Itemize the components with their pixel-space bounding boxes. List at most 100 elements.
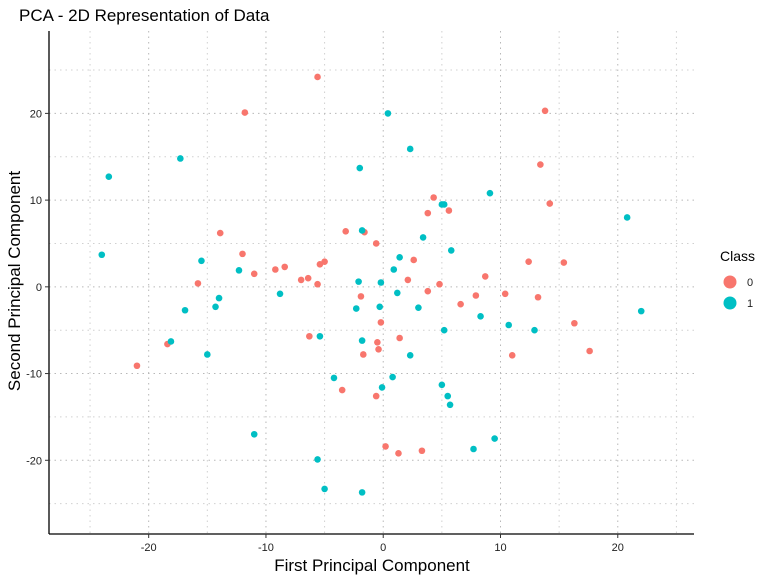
legend-title: Class	[720, 248, 755, 264]
data-point-class-1	[390, 266, 398, 273]
data-point-class-1	[358, 489, 366, 496]
data-point-class-1	[105, 173, 113, 180]
data-point-class-1	[355, 278, 362, 285]
data-point-class-0	[541, 107, 549, 115]
data-point-class-0	[424, 209, 432, 217]
data-point-class-1	[377, 279, 385, 286]
data-point-class-1	[505, 321, 513, 329]
data-point-class-1	[394, 289, 401, 297]
data-point-class-1	[389, 373, 396, 381]
chart-title: PCA - 2D Representation of Data	[19, 6, 270, 25]
data-point-class-1	[447, 247, 455, 254]
data-point-class-1	[419, 234, 427, 241]
data-point-class-0	[404, 276, 412, 284]
data-point-class-1	[438, 381, 446, 389]
data-point-class-1	[470, 445, 477, 453]
data-point-class-0	[281, 263, 289, 271]
data-point-class-1	[181, 306, 189, 314]
data-point-class-1	[358, 337, 366, 344]
axes	[48, 31, 694, 535]
data-point-class-0	[316, 260, 324, 268]
data-point-class-0	[338, 386, 346, 394]
y-tick-label: 20	[30, 108, 42, 120]
data-point-class-1	[406, 352, 414, 359]
data-point-class-0	[481, 273, 489, 280]
data-point-class-1	[637, 307, 645, 315]
data-point-class-0	[586, 347, 593, 355]
data-point-class-0	[239, 250, 246, 258]
data-point-class-1	[198, 257, 205, 265]
data-point-class-0	[396, 334, 403, 342]
data-point-class-0	[272, 266, 279, 273]
y-tick-label: 10	[30, 195, 42, 207]
data-point-class-1	[167, 338, 175, 345]
data-point-class-0	[297, 276, 305, 284]
data-point-class-1	[356, 164, 364, 172]
data-point-class-1	[378, 384, 386, 391]
data-point-class-0	[306, 332, 313, 340]
data-point-class-0	[241, 109, 249, 116]
data-point-class-0	[304, 274, 312, 282]
data-point-class-0	[537, 161, 544, 168]
data-point-class-1	[477, 313, 484, 320]
data-point-class-1	[250, 430, 258, 438]
x-tick-label: 0	[380, 542, 386, 554]
data-point-class-1	[406, 145, 414, 153]
data-point-class-0	[410, 256, 418, 264]
x-axis-title: First Principal Component	[274, 556, 470, 575]
data-point-class-1	[440, 201, 448, 208]
data-point-class-1	[204, 351, 211, 358]
legend-label-0: 0	[747, 277, 753, 289]
data-point-class-0	[501, 290, 509, 298]
data-point-class-1	[276, 290, 284, 298]
data-point-class-1	[215, 294, 223, 302]
data-point-class-0	[357, 293, 365, 300]
data-point-class-1	[316, 332, 324, 340]
data-point-class-0	[216, 229, 224, 237]
data-point-class-1	[486, 189, 494, 197]
data-point-class-1	[314, 456, 321, 463]
data-point-class-1	[358, 227, 366, 234]
data-point-class-1	[384, 110, 392, 117]
x-tick-label: -20	[141, 542, 157, 554]
data-points	[98, 73, 645, 496]
data-point-class-0	[372, 240, 380, 247]
data-point-class-0	[436, 280, 443, 288]
data-point-class-0	[546, 200, 554, 207]
data-point-class-0	[374, 339, 381, 346]
data-point-class-0	[560, 259, 568, 266]
data-point-class-1	[623, 214, 631, 221]
data-point-class-0	[472, 292, 480, 299]
data-point-class-0	[314, 280, 321, 288]
data-point-class-0	[508, 352, 516, 359]
data-point-class-0	[457, 300, 464, 308]
data-point-class-0	[418, 447, 426, 455]
data-point-class-0	[445, 207, 453, 214]
legend-key-0	[723, 275, 737, 289]
data-point-class-0	[133, 362, 141, 370]
data-point-class-1	[444, 392, 452, 400]
legend-key-1	[723, 296, 737, 310]
legend: Class 0 1	[720, 248, 755, 310]
x-axis-ticks: -20 -10 0 10 20	[141, 534, 624, 554]
y-tick-label: -10	[26, 369, 42, 381]
data-point-class-0	[375, 345, 382, 353]
y-tick-label: 0	[36, 282, 42, 294]
x-tick-label: 20	[612, 542, 624, 554]
data-point-class-0	[382, 443, 389, 450]
data-point-class-0	[359, 351, 367, 358]
data-point-class-1	[415, 304, 422, 311]
data-point-class-0	[395, 450, 402, 457]
data-point-class-1	[235, 267, 243, 274]
data-point-class-1	[177, 155, 184, 162]
y-tick-label: -20	[26, 455, 42, 467]
data-point-class-0	[250, 270, 258, 278]
y-axis-ticks: -20 -10 0 10 20	[26, 108, 49, 467]
data-point-class-0	[314, 73, 321, 81]
data-point-class-1	[212, 303, 219, 311]
data-point-class-1	[396, 254, 403, 261]
data-point-class-0	[525, 258, 532, 265]
data-point-class-0	[377, 319, 385, 326]
data-point-class-1	[491, 435, 498, 442]
data-point-class-0	[571, 319, 578, 327]
